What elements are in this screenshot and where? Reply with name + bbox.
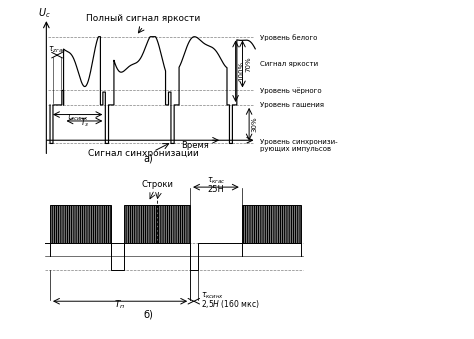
Text: Полный сигнал яркости: Полный сигнал яркости — [86, 15, 201, 23]
Text: Уровень белого: Уровень белого — [260, 34, 318, 41]
Text: 25H: 25H — [208, 185, 224, 194]
Text: $2{,}5H\ (160\ \mathrm{мкс})$: $2{,}5H\ (160\ \mathrm{мкс})$ — [201, 298, 260, 310]
Text: а): а) — [144, 153, 153, 163]
Text: Сигнал яркости: Сигнал яркости — [260, 61, 319, 67]
Text: Уровень синхронизи-
рующих импульсов: Уровень синхронизи- рующих импульсов — [260, 139, 338, 152]
Text: 100%: 100% — [238, 61, 244, 81]
Text: $\tau_{кгас}$: $\tau_{кгас}$ — [207, 176, 225, 186]
Text: $T_п$: $T_п$ — [114, 298, 126, 311]
Text: Уровень гашения: Уровень гашения — [260, 102, 324, 108]
Bar — [242, 205, 301, 243]
Text: Время: Время — [181, 141, 209, 150]
Text: $\tau_{зсинх}$: $\tau_{зсинх}$ — [66, 112, 89, 123]
Text: $\tau_{zгас}$: $\tau_{zгас}$ — [48, 45, 66, 55]
Text: 70%: 70% — [245, 56, 251, 72]
Text: Строки: Строки — [141, 180, 173, 189]
Text: $T_з$: $T_з$ — [80, 117, 89, 129]
Text: $\tau_{ксинх}$: $\tau_{ксинх}$ — [201, 291, 224, 301]
Text: $U_c$: $U_c$ — [38, 6, 51, 20]
Text: Сигнал синхронизации: Сигнал синхронизации — [88, 149, 199, 158]
Bar — [124, 205, 190, 243]
Text: б): б) — [144, 310, 153, 320]
Bar — [50, 205, 111, 243]
Text: 30%: 30% — [252, 116, 257, 132]
Text: Уровень чёрного: Уровень чёрного — [260, 87, 322, 94]
